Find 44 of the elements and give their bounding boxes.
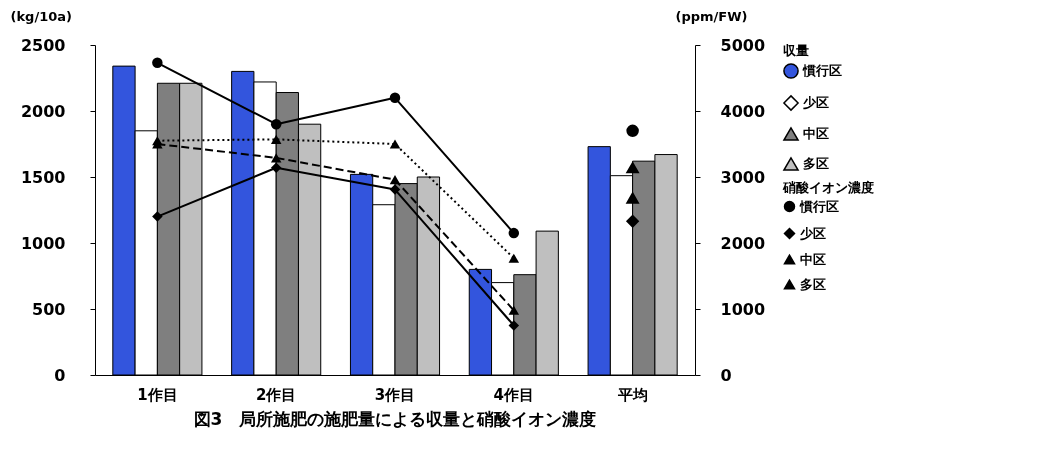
point [389, 184, 401, 195]
legend-label: 慣行区 [799, 198, 839, 214]
point [389, 92, 401, 104]
point [508, 305, 520, 315]
x-tick-label: 平均 [616, 385, 648, 404]
y2-tick-label: 0 [720, 365, 732, 385]
point [270, 162, 282, 173]
point [152, 211, 163, 222]
legend-label: 多区 [800, 276, 826, 292]
legend-label: 慣行区 [802, 63, 842, 78]
legend-label: 中区 [800, 251, 826, 267]
y-tick-label: 2500 [20, 35, 66, 55]
point [508, 227, 520, 239]
y2-tick-label: 3000 [720, 167, 766, 187]
y-axis-title: (kg/10a) [10, 8, 72, 24]
y-tick-label: 1000 [20, 233, 66, 253]
point [270, 134, 282, 144]
point [389, 139, 401, 149]
x-tick-label: 2作目 [255, 385, 297, 404]
point [508, 320, 520, 331]
point [508, 253, 520, 263]
point [270, 118, 282, 130]
y2-axis-title: (ppm/FW) [675, 8, 748, 24]
text: 硝酸イオン濃度 [782, 180, 874, 195]
legend-label: 中区 [803, 126, 829, 141]
x-tick-label: 1作目 [137, 385, 178, 404]
y-tick-label: 1500 [20, 167, 66, 187]
y2-tick-label: 1000 [720, 299, 766, 319]
y-tick-label: 0 [54, 365, 66, 385]
x-tick-label: 4作目 [493, 385, 535, 404]
text: 図3 局所施肥の施肥量による収量と硝酸イオン濃度 [193, 409, 597, 429]
legend-label: 少区 [799, 225, 826, 241]
y2-tick-label: 4000 [720, 101, 766, 121]
point [152, 57, 163, 69]
legend-label: 多区 [803, 156, 829, 171]
y-tick-label: 500 [32, 299, 66, 319]
x-tick-label: 3作目 [374, 385, 416, 404]
y2-tick-label: 5000 [720, 35, 766, 55]
y2-tick-label: 2000 [720, 233, 766, 253]
point [389, 175, 401, 185]
point [270, 153, 282, 163]
legend-label: 少区 [802, 95, 829, 110]
y-tick-label: 2000 [20, 101, 66, 121]
text: 収量 [783, 43, 809, 58]
